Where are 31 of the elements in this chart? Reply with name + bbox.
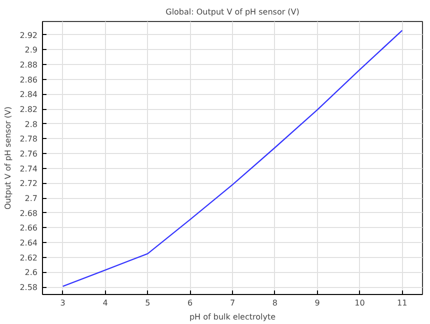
y-tick-label: 2.68 [20, 208, 38, 218]
x-tick-label: 8 [272, 298, 278, 308]
y-tick-label: 2.92 [20, 30, 38, 40]
y-tick-label: 2.74 [20, 164, 38, 174]
y-tick-label: 2.88 [20, 60, 38, 70]
y-axis-title: Output V of pH sensor (V) [4, 106, 13, 210]
y-tick-label: 2.86 [20, 75, 38, 84]
y-tick-label: 2.84 [20, 90, 38, 100]
x-tick-label: 11 [397, 298, 408, 308]
line-series [62, 30, 403, 287]
y-tick-label: 2.8 [24, 120, 38, 129]
x-axis-title: pH of bulk electrolyte [189, 312, 276, 322]
y-tick-label: 2.76 [20, 150, 38, 159]
x-tick-label: 10 [354, 298, 365, 308]
x-tick-label: 9 [314, 298, 320, 308]
y-tick-label: 2.9 [24, 46, 38, 55]
y-tick-label: 2.82 [20, 105, 38, 114]
x-tick-label: 5 [145, 298, 150, 308]
y-tick-label: 2.58 [20, 283, 38, 292]
chart-title: Global: Output V of pH sensor (V) [166, 8, 300, 16]
y-tick-label: 2.78 [20, 134, 38, 144]
y-tick-label: 2.6 [24, 268, 38, 278]
y-tick-label: 2.66 [20, 224, 38, 233]
y-tick-label: 2.7 [24, 194, 38, 204]
x-tick-label: 4 [102, 298, 108, 308]
x-tick-label: 6 [188, 298, 193, 308]
y-tick-label: 2.72 [20, 179, 38, 188]
y-tick-label: 2.62 [20, 253, 38, 262]
x-tick-label: 7 [230, 298, 236, 308]
y-tick-label: 2.64 [20, 238, 38, 248]
x-tick-label: 3 [60, 298, 66, 308]
